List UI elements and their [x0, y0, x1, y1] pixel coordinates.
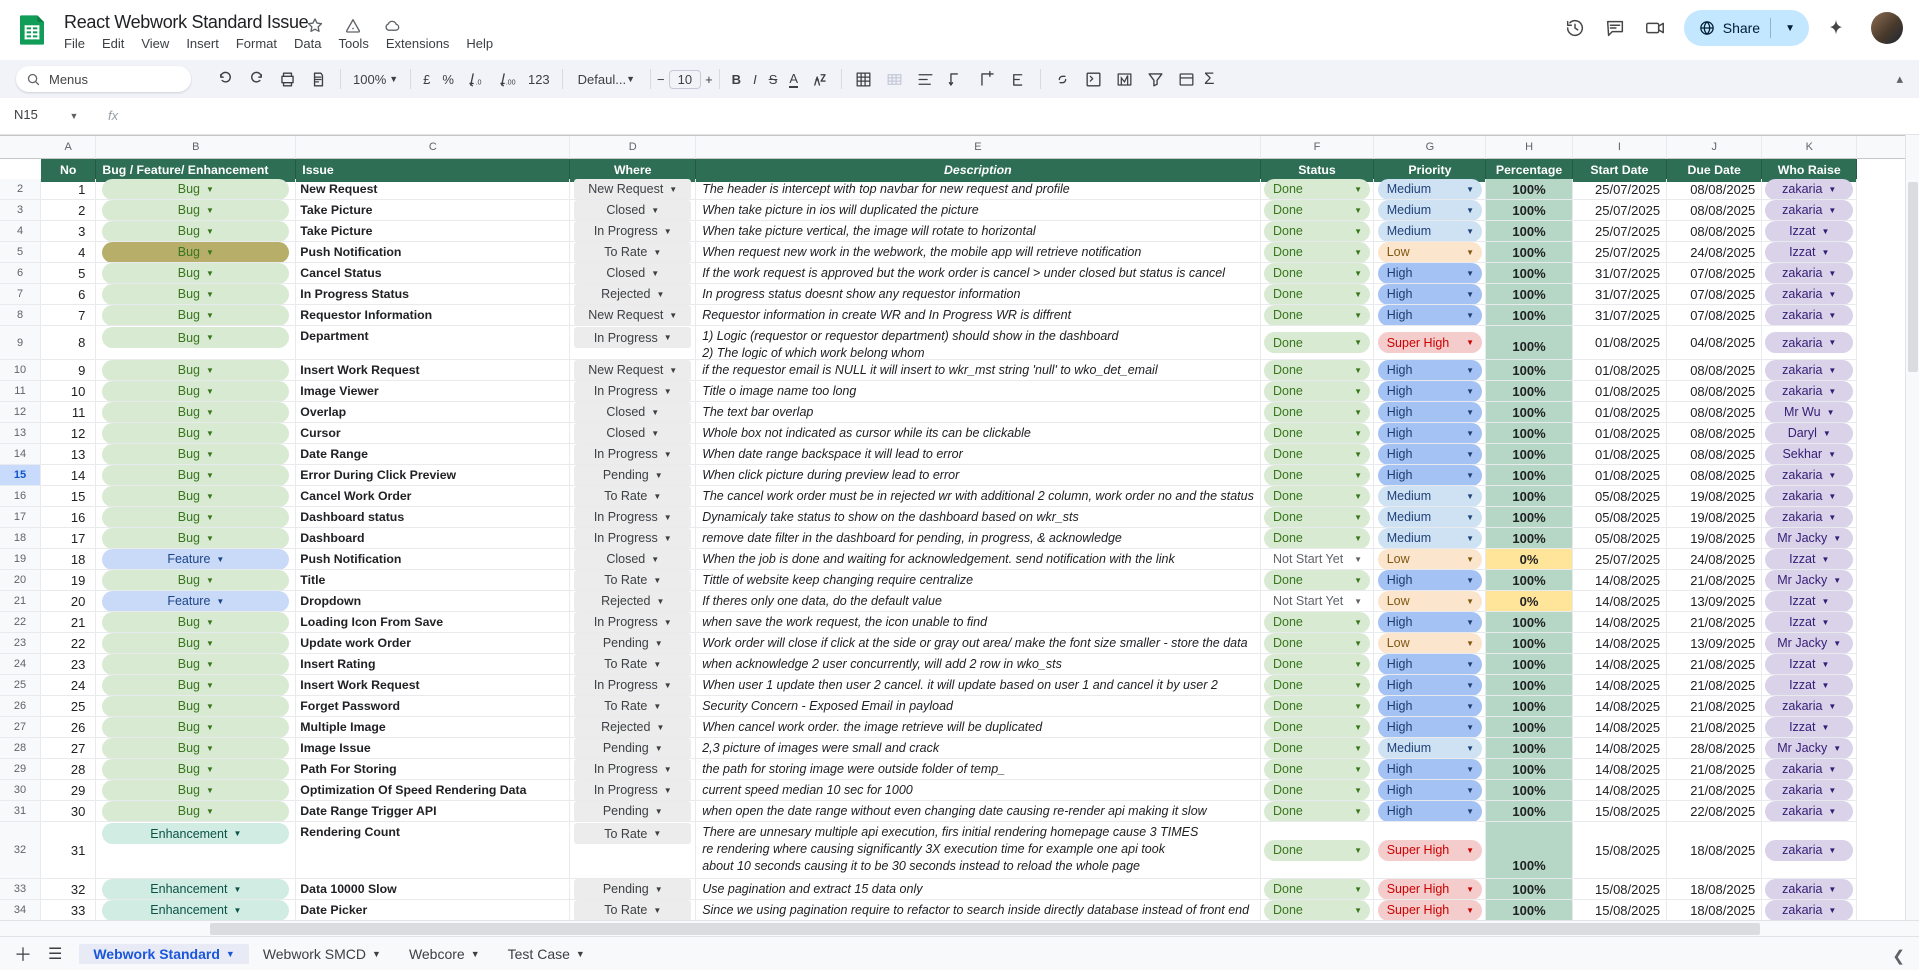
- svg-text:.00: .00: [506, 78, 516, 86]
- svg-text:.0: .0: [475, 78, 481, 86]
